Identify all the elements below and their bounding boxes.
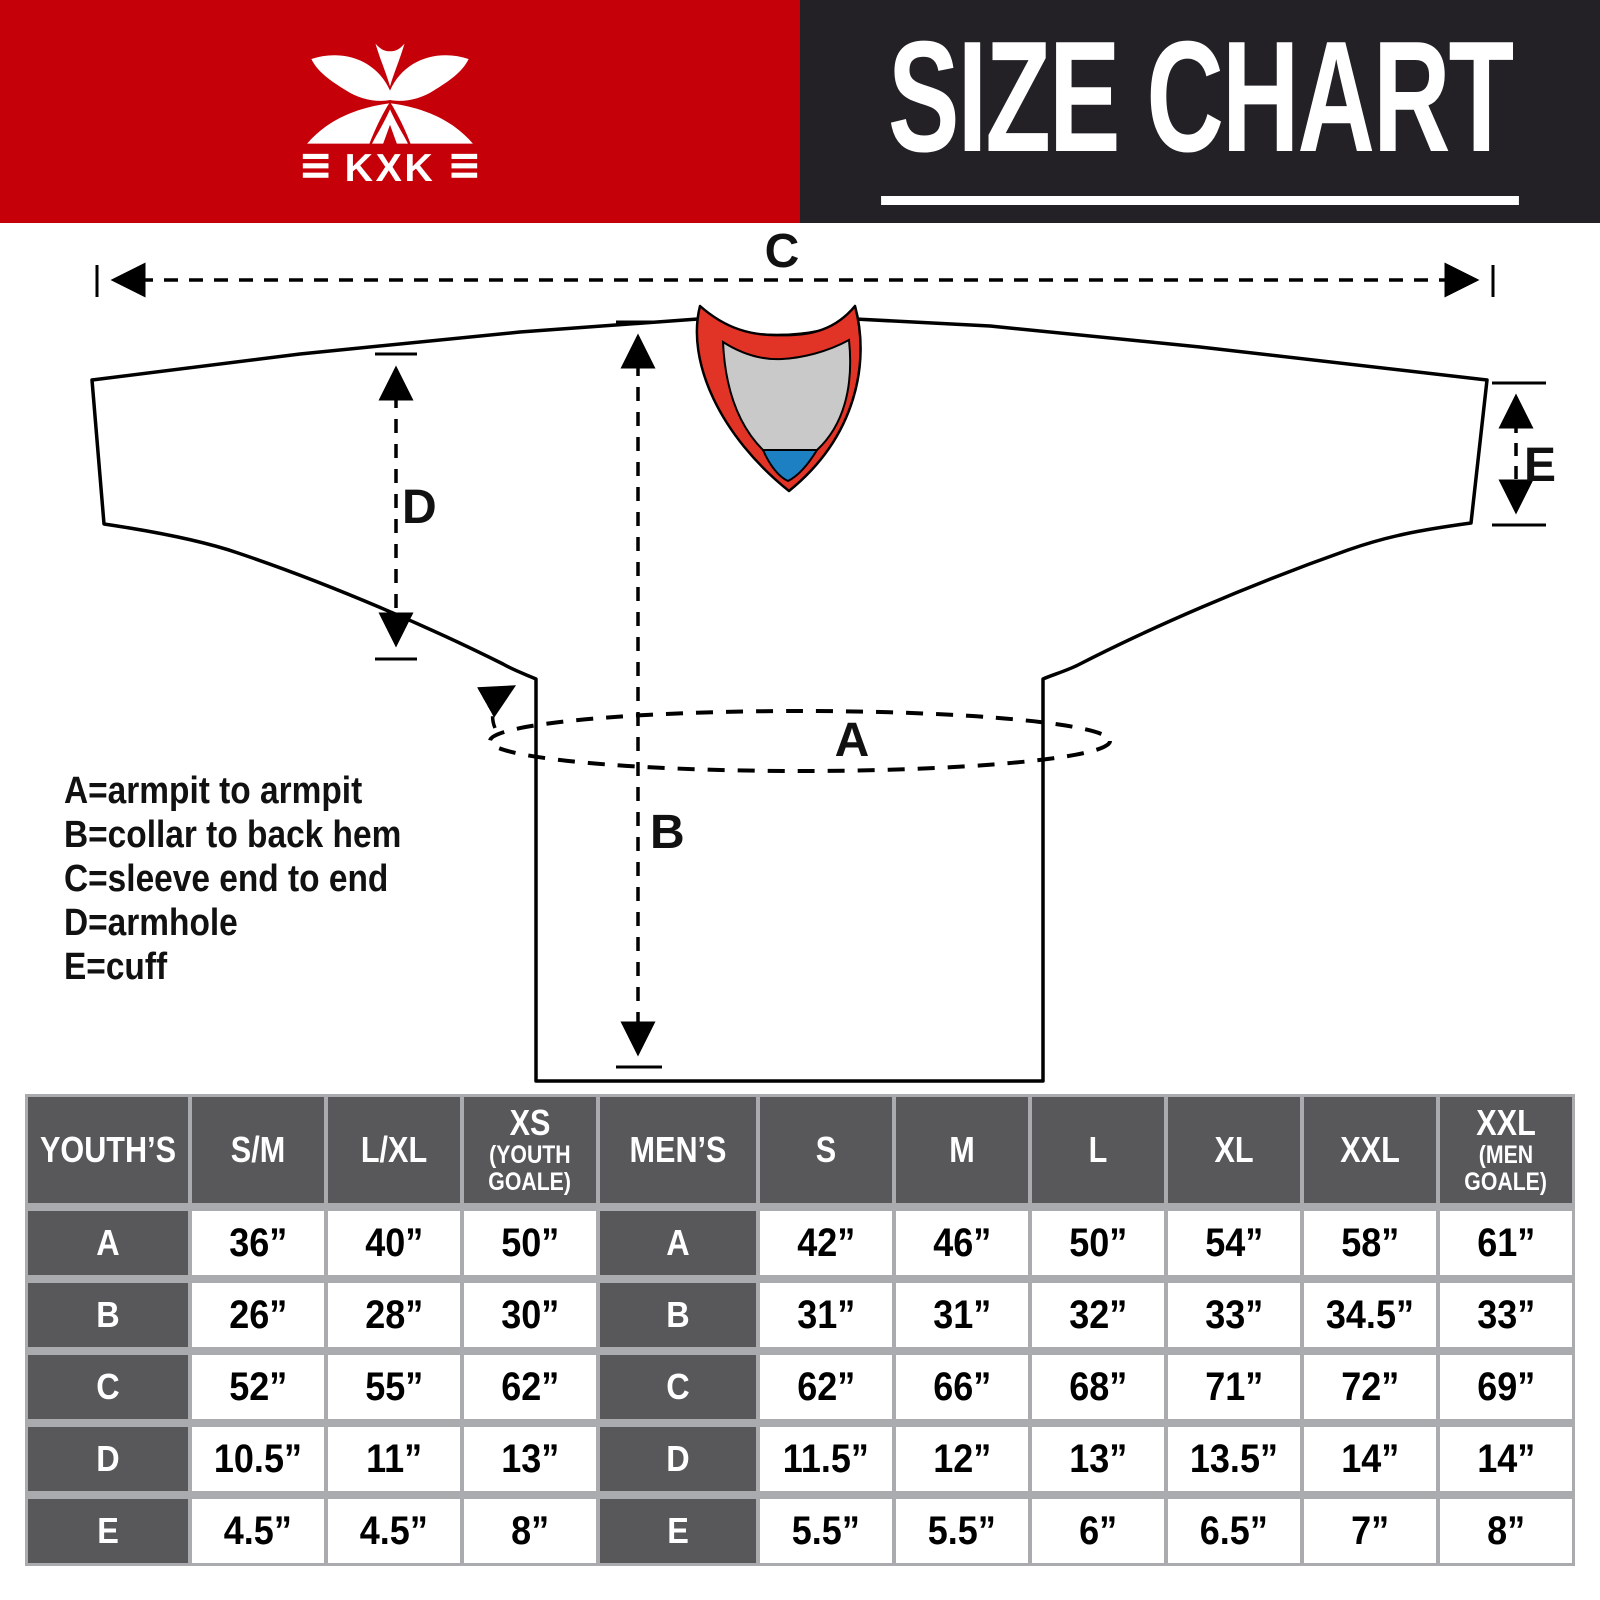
e-label: E xyxy=(1524,439,1556,492)
size-cell: 4.5” xyxy=(328,1499,461,1563)
legend-line: D=armhole xyxy=(64,902,238,944)
table-header-cell: L/XL xyxy=(328,1097,461,1203)
table-header-cell: XXL xyxy=(1303,1097,1436,1203)
row-label-cell: B xyxy=(28,1283,189,1347)
size-cell: 58” xyxy=(1303,1211,1436,1275)
size-cell: 33” xyxy=(1167,1283,1300,1347)
size-cell: 6” xyxy=(1031,1499,1164,1563)
size-cell: 5.5” xyxy=(895,1499,1028,1563)
size-cell: 13” xyxy=(1031,1427,1164,1491)
jersey-drawing: C D B E A xyxy=(90,225,1556,1083)
size-cell: 62” xyxy=(464,1355,597,1419)
size-cell: 69” xyxy=(1439,1355,1572,1419)
brand-text: KXK xyxy=(345,146,436,190)
legend-line: A=armpit to armpit xyxy=(64,770,363,812)
size-cell: 42” xyxy=(759,1211,892,1275)
size-cell: 72” xyxy=(1303,1355,1436,1419)
size-cell: 31” xyxy=(759,1283,892,1347)
kxk-logo-icon: KXK xyxy=(302,43,478,190)
size-cell: 46” xyxy=(895,1211,1028,1275)
size-cell: 13.5” xyxy=(1167,1427,1300,1491)
page-title: SIZE CHART xyxy=(881,18,1519,205)
size-cell: 54” xyxy=(1167,1211,1300,1275)
collar-insert xyxy=(761,449,819,483)
table-header-cell: M xyxy=(895,1097,1028,1203)
size-cell: 40” xyxy=(328,1211,461,1275)
row-label-cell: E xyxy=(600,1499,756,1563)
size-cell: 32” xyxy=(1031,1283,1164,1347)
jersey-outline xyxy=(90,317,1489,1083)
size-cell: 33” xyxy=(1439,1283,1572,1347)
table-header-cell: S/M xyxy=(192,1097,325,1203)
row-label-cell: E xyxy=(28,1499,189,1563)
size-cell: 28” xyxy=(328,1283,461,1347)
size-cell: 66” xyxy=(895,1355,1028,1419)
row-label-cell: D xyxy=(28,1427,189,1491)
size-cell: 62” xyxy=(759,1355,892,1419)
size-cell: 7” xyxy=(1303,1499,1436,1563)
size-cell: 14” xyxy=(1303,1427,1436,1491)
size-cell: 31” xyxy=(895,1283,1028,1347)
table-header-cell: MEN’S xyxy=(600,1097,756,1203)
row-label-cell: A xyxy=(600,1211,756,1275)
row-label-cell: A xyxy=(28,1211,189,1275)
size-table: YOUTH’S S/M L/XL XS (YOUTH GOALE) MEN’S … xyxy=(25,1094,1575,1566)
legend-line: B=collar to back hem xyxy=(64,814,402,856)
size-cell: 50” xyxy=(464,1211,597,1275)
table-header-cell: XXL (MEN GOALE) xyxy=(1439,1097,1572,1203)
size-cell: 36” xyxy=(192,1211,325,1275)
legend-line: C=sleeve end to end xyxy=(64,858,389,900)
size-cell: 4.5” xyxy=(192,1499,325,1563)
size-cell: 8” xyxy=(1439,1499,1572,1563)
jersey-measurement-diagram: C D B E A A=armpit to armpit B=collar to… xyxy=(0,223,1600,1094)
title-black-band: SIZE CHART xyxy=(800,0,1600,223)
row-label-cell: B xyxy=(600,1283,756,1347)
size-cell: 13” xyxy=(464,1427,597,1491)
c-label: C xyxy=(765,225,800,278)
legend-line: E=cuff xyxy=(64,946,168,988)
size-cell: 10.5” xyxy=(192,1427,325,1491)
brand-red-band: KXK xyxy=(0,0,800,223)
table-header-cell: S xyxy=(759,1097,892,1203)
size-cell: 11.5” xyxy=(759,1427,892,1491)
size-cell: 50” xyxy=(1031,1211,1164,1275)
b-label: B xyxy=(650,806,685,859)
row-label-cell: C xyxy=(600,1355,756,1419)
size-cell: 26” xyxy=(192,1283,325,1347)
size-cell: 71” xyxy=(1167,1355,1300,1419)
d-label: D xyxy=(402,481,437,534)
header-banner: KXK SIZE CHART xyxy=(0,0,1600,223)
size-cell: 5.5” xyxy=(759,1499,892,1563)
size-cell: 55” xyxy=(328,1355,461,1419)
size-cell: 12” xyxy=(895,1427,1028,1491)
size-cell: 11” xyxy=(328,1427,461,1491)
size-cell: 8” xyxy=(464,1499,597,1563)
row-label-cell: D xyxy=(600,1427,756,1491)
size-cell: 6.5” xyxy=(1167,1499,1300,1563)
size-cell: 61” xyxy=(1439,1211,1572,1275)
size-cell: 14” xyxy=(1439,1427,1572,1491)
size-cell: 52” xyxy=(192,1355,325,1419)
size-cell: 30” xyxy=(464,1283,597,1347)
table-header-cell: L xyxy=(1031,1097,1164,1203)
a-arrowhead-arc xyxy=(476,685,517,729)
row-label-cell: C xyxy=(28,1355,189,1419)
table-header-cell: XL xyxy=(1167,1097,1300,1203)
size-cell: 68” xyxy=(1031,1355,1164,1419)
measurement-legend: A=armpit to armpit B=collar to back hem … xyxy=(64,769,447,989)
a-girth-ellipse xyxy=(488,709,1112,773)
size-cell: 34.5” xyxy=(1303,1283,1436,1347)
table-header-cell: YOUTH’S xyxy=(28,1097,189,1203)
table-header-cell: XS (YOUTH GOALE) xyxy=(464,1097,597,1203)
collar-inner xyxy=(721,338,852,451)
a-label: A xyxy=(835,714,870,767)
